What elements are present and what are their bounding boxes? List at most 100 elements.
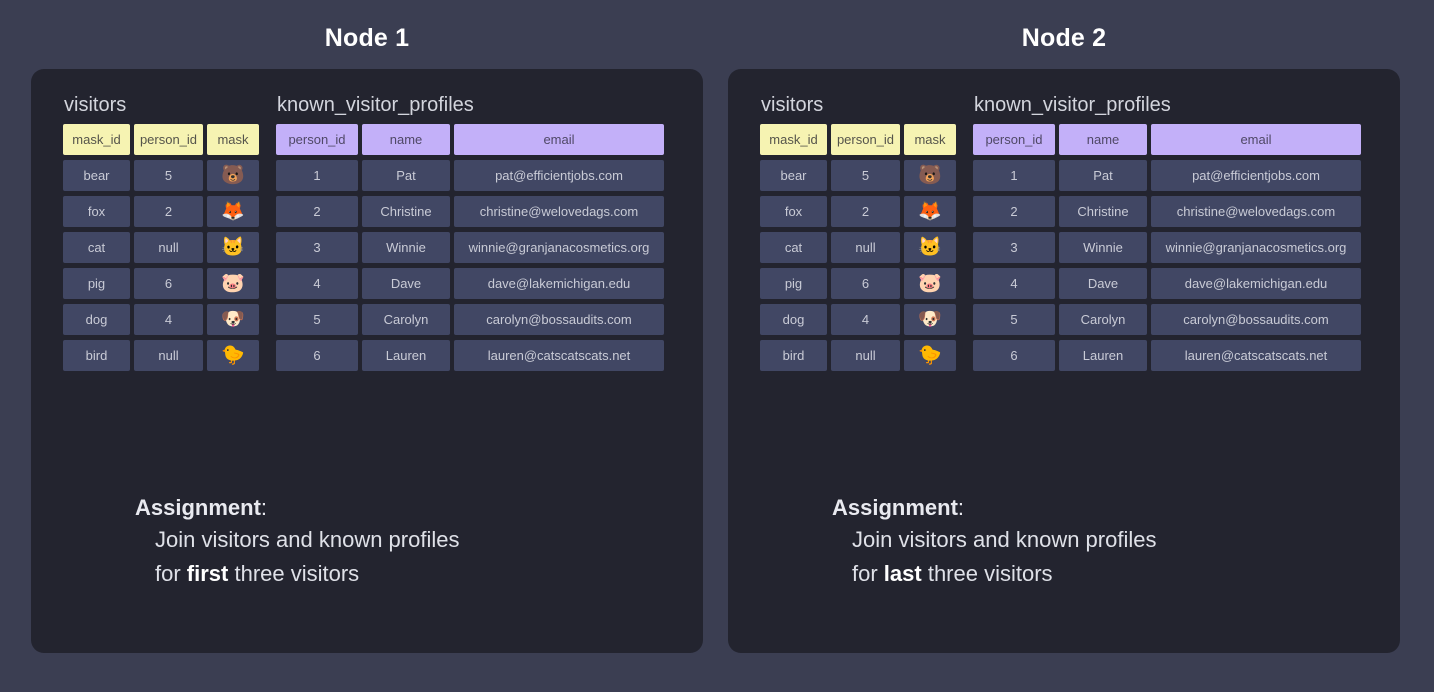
mask-emoji-icon: 🐷 <box>904 268 956 299</box>
visitors-table-title: visitors <box>761 94 824 116</box>
column-header: name <box>1059 124 1147 155</box>
table-cell: 5 <box>134 160 203 191</box>
table-cell: 3 <box>276 232 358 263</box>
table-cell: null <box>831 340 900 371</box>
column-header: name <box>362 124 450 155</box>
table-row: pig 6 🐷 <box>63 268 259 299</box>
table-cell: winnie@granjanacosmetics.org <box>1151 232 1361 263</box>
node-2-profiles-table-wrap: known_visitor_profiles person_id name emai… <box>973 94 1361 371</box>
table-row: fox 2 🦊 <box>63 196 259 227</box>
assignment-line-2-suffix: three visitors <box>228 561 360 586</box>
table-cell: Winnie <box>1059 232 1147 263</box>
assignment-heading: Assignment: <box>135 493 459 523</box>
table-cell: null <box>831 232 900 263</box>
table-row: 5 Carolyn carolyn@bossaudits.com <box>276 304 664 335</box>
table-cell: null <box>134 232 203 263</box>
table-cell: 4 <box>973 268 1055 299</box>
table-cell: cat <box>760 232 827 263</box>
table-cell: dave@lakemichigan.edu <box>1151 268 1361 299</box>
mask-emoji-icon: 🦊 <box>904 196 956 227</box>
table-cell: 5 <box>831 160 900 191</box>
table-row: bird null 🐤 <box>63 340 259 371</box>
table-cell: 4 <box>831 304 900 335</box>
node-1-visitors-table-wrap: visitors mask_id person_id mask bear 5 🐻 fox 2 🦊… <box>63 94 259 371</box>
node-2-visitors-table-wrap: visitors mask_id person_id mask bear 5 🐻 fox 2 🦊… <box>760 94 956 371</box>
table-cell: 2 <box>134 196 203 227</box>
table-row: 6 Lauren lauren@catscatscats.net <box>276 340 664 371</box>
table-row: dog 4 🐶 <box>760 304 956 335</box>
table-cell: Dave <box>1059 268 1147 299</box>
table-row: bear 5 🐻 <box>760 160 956 191</box>
table-cell: cat <box>63 232 130 263</box>
assignment-line-2-emphasis: first <box>186 561 229 586</box>
table-cell: Carolyn <box>1059 304 1147 335</box>
table-cell: winnie@granjanacosmetics.org <box>454 232 664 263</box>
table-cell: 6 <box>831 268 900 299</box>
node-1-profiles-table-wrap: known_visitor_profiles person_id name emai… <box>276 94 664 371</box>
profiles-table-title: known_visitor_profiles <box>277 94 474 116</box>
mask-emoji-icon: 🐱 <box>207 232 259 263</box>
column-header: person_id <box>134 124 203 155</box>
table-cell: 4 <box>134 304 203 335</box>
mask-emoji-icon: 🐻 <box>207 160 259 191</box>
visitors-table-title: visitors <box>64 94 127 116</box>
node-1-tables: visitors mask_id person_id mask bear 5 🐻 fox 2 🦊… <box>63 94 664 371</box>
table-row: 5 Carolyn carolyn@bossaudits.com <box>973 304 1361 335</box>
assignment-heading-text: Assignment <box>135 495 261 520</box>
table-row: dog 4 🐶 <box>63 304 259 335</box>
table-cell: lauren@catscatscats.net <box>454 340 664 371</box>
table-row: bird null 🐤 <box>760 340 956 371</box>
table-cell: fox <box>63 196 130 227</box>
table-cell: bear <box>760 160 827 191</box>
column-header: mask_id <box>760 124 827 155</box>
table-row: cat null 🐱 <box>760 232 956 263</box>
assignment-heading-colon: : <box>260 495 268 520</box>
table-cell: fox <box>760 196 827 227</box>
table-cell: Lauren <box>362 340 450 371</box>
table-cell: Christine <box>362 196 450 227</box>
mask-emoji-icon: 🐷 <box>207 268 259 299</box>
column-header: email <box>1151 124 1361 155</box>
table-row: fox 2 🦊 <box>760 196 956 227</box>
assignment-line-1: Join visitors and known profiles <box>155 527 460 552</box>
assignment-line-1: Join visitors and known profiles <box>852 527 1157 552</box>
assignment-line-2-emphasis: last <box>883 561 922 586</box>
node-2-title: Node 2 <box>1021 24 1107 52</box>
table-cell: Pat <box>1059 160 1147 191</box>
column-header: person_id <box>276 124 358 155</box>
node-2-assignment: Assignment: Join visitors and known prof… <box>832 493 1156 591</box>
table-header-row: mask_id person_id mask <box>760 124 956 155</box>
table-cell: christine@welovedags.com <box>454 196 664 227</box>
table-row: 2 Christine christine@welovedags.com <box>973 196 1361 227</box>
mask-emoji-icon: 🐻 <box>904 160 956 191</box>
profiles-table-title: known_visitor_profiles <box>974 94 1171 116</box>
table-cell: Dave <box>362 268 450 299</box>
node-2-panel: visitors mask_id person_id mask bear 5 🐻 fox 2 🦊… <box>728 69 1400 653</box>
table-cell: 6 <box>276 340 358 371</box>
node-2-tables: visitors mask_id person_id mask bear 5 🐻 fox 2 🦊… <box>760 94 1361 371</box>
table-cell: Lauren <box>1059 340 1147 371</box>
column-header: email <box>454 124 664 155</box>
table-row: cat null 🐱 <box>63 232 259 263</box>
table-header-row: person_id name email <box>973 124 1361 155</box>
column-header: person_id <box>973 124 1055 155</box>
table-cell: pat@efficientjobs.com <box>454 160 664 191</box>
table-cell: 4 <box>276 268 358 299</box>
assignment-heading-text: Assignment <box>832 495 958 520</box>
table-cell: lauren@catscatscats.net <box>1151 340 1361 371</box>
column-header: mask_id <box>63 124 130 155</box>
table-cell: bird <box>63 340 130 371</box>
node-1-panel: visitors mask_id person_id mask bear 5 🐻 fox 2 🦊… <box>31 69 703 653</box>
profiles-table: person_id name email 1 Pat pat@efficientjobs.… <box>973 124 1361 371</box>
table-row: 2 Christine christine@welovedags.com <box>276 196 664 227</box>
table-row: 1 Pat pat@efficientjobs.com <box>973 160 1361 191</box>
table-cell: Christine <box>1059 196 1147 227</box>
mask-emoji-icon: 🦊 <box>207 196 259 227</box>
mask-emoji-icon: 🐱 <box>904 232 956 263</box>
table-row: bear 5 🐻 <box>63 160 259 191</box>
table-cell: Winnie <box>362 232 450 263</box>
table-cell: Pat <box>362 160 450 191</box>
table-cell: 1 <box>276 160 358 191</box>
profiles-table: person_id name email 1 Pat pat@efficientjobs.… <box>276 124 664 371</box>
